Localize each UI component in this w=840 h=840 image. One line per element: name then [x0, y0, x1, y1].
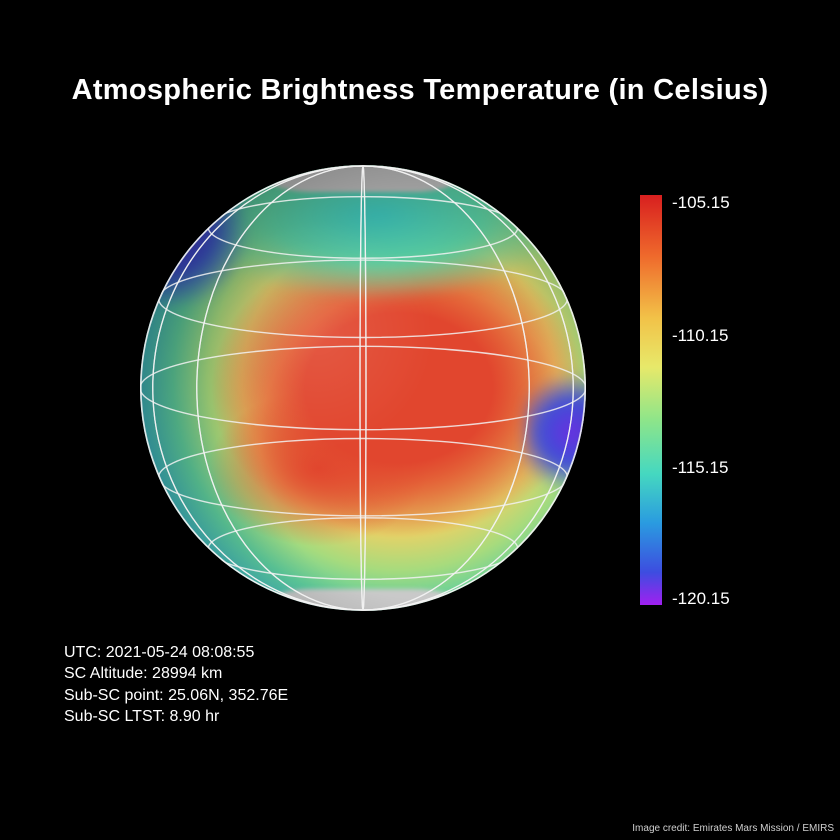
meta-label: SC Altitude: [64, 665, 143, 682]
meta-label: Sub-SC LTST: [64, 708, 161, 725]
meta-value: 28994 km: [152, 665, 222, 682]
mars-globe: [140, 165, 586, 611]
colorbar-ticks: -105.15-110.15-115.15-120.15: [672, 195, 762, 605]
colorbar-tick-label: -115.15: [672, 458, 728, 478]
colorbar-tick-label: -110.15: [672, 326, 728, 346]
colorbar-tick-label: -120.15: [672, 589, 730, 609]
meta-value: 2021-05-24 08:08:55: [106, 644, 255, 661]
globe-heatmap: [140, 165, 586, 611]
meta-line: UTC: 2021-05-24 08:08:55: [64, 642, 288, 664]
image-credit: Image credit: Emirates Mars Mission / EM…: [632, 823, 834, 834]
meta-value: 8.90 hr: [170, 708, 220, 725]
meta-label: UTC: [64, 644, 97, 661]
meta-line: SC Altitude: 28994 km: [64, 663, 288, 685]
colorbar-tick-label: -105.15: [672, 193, 730, 213]
colorbar: [640, 195, 662, 605]
colorbar-gradient: [640, 195, 662, 605]
meta-line: Sub-SC point: 25.06N, 352.76E: [64, 685, 288, 707]
metadata-block: UTC: 2021-05-24 08:08:55SC Altitude: 289…: [64, 642, 288, 728]
meta-label: Sub-SC point: [64, 687, 159, 704]
meta-line: Sub-SC LTST: 8.90 hr: [64, 706, 288, 728]
meta-value: 25.06N, 352.76E: [168, 687, 288, 704]
page-title: Atmospheric Brightness Temperature (in C…: [0, 74, 840, 107]
